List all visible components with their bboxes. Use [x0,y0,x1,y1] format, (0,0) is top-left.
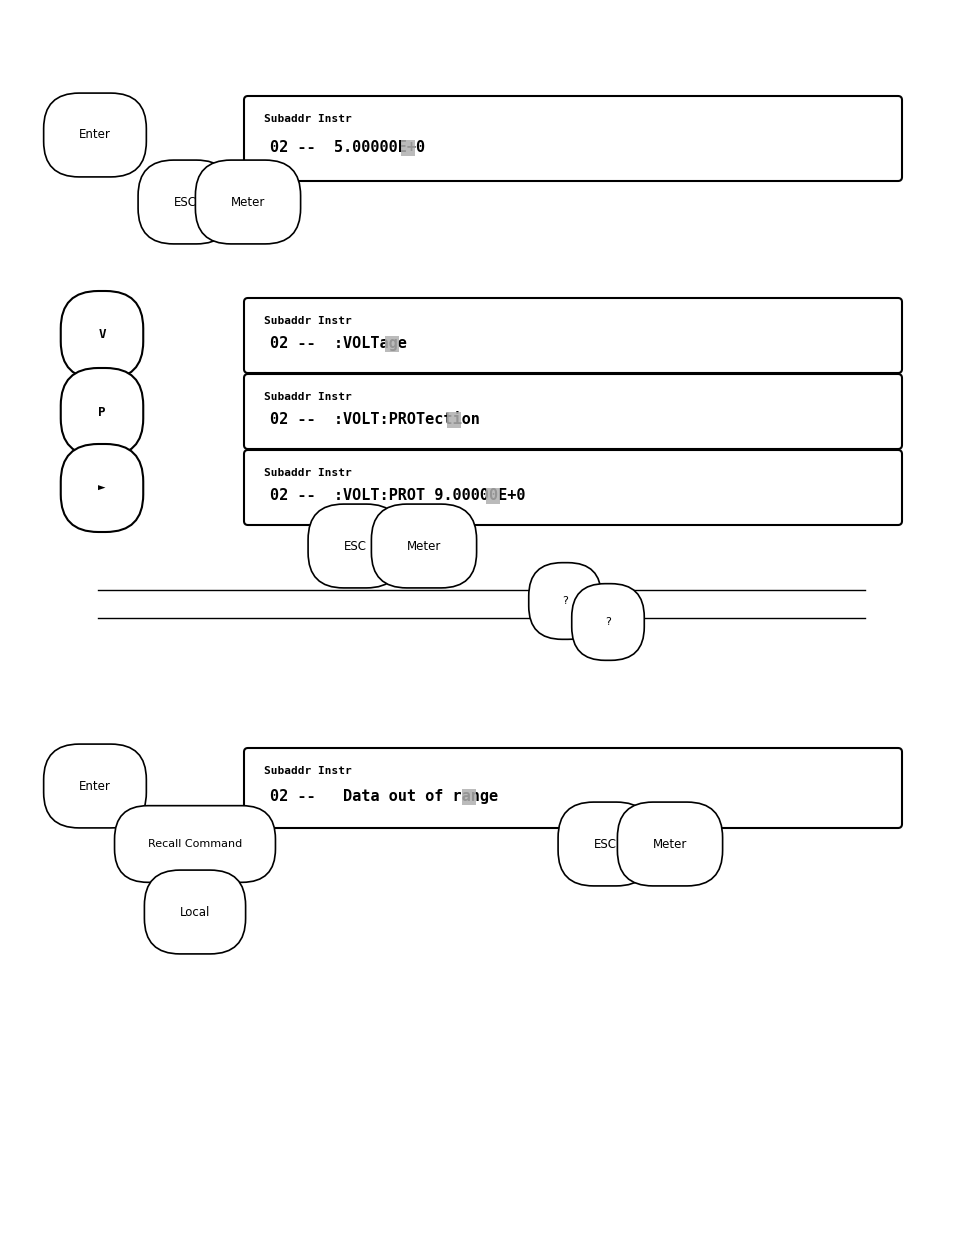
Text: Local: Local [179,905,210,919]
Bar [485,488,499,504]
Text: Subaddr Instr: Subaddr Instr [264,766,352,776]
Text: Subaddr Instr: Subaddr Instr [264,316,352,326]
FancyBboxPatch shape [244,450,901,525]
Text: Enter: Enter [79,128,111,142]
Bar [400,140,415,156]
Text: ESC: ESC [593,837,616,851]
FancyBboxPatch shape [244,298,901,373]
Text: ?: ? [561,597,567,606]
Text: Subaddr Instr: Subaddr Instr [264,114,352,124]
Text: ?: ? [604,618,610,627]
Text: ESC: ESC [343,540,366,552]
Text: 02 --  5.00000E+0: 02 -- 5.00000E+0 [270,141,425,156]
Text: 02 --  :VOLTage: 02 -- :VOLTage [270,336,406,351]
Text: Recall Command: Recall Command [148,839,242,848]
Text: Subaddr Instr: Subaddr Instr [264,468,352,478]
Bar [447,411,460,427]
FancyBboxPatch shape [244,96,901,182]
FancyBboxPatch shape [244,374,901,450]
Text: ESC: ESC [173,195,196,209]
Text: ►: ► [98,482,106,494]
Bar [385,336,399,352]
Text: 02 --  :VOLT:PROTection: 02 -- :VOLT:PROTection [270,412,479,427]
Text: 02 --   Data out of range: 02 -- Data out of range [270,789,497,804]
FancyBboxPatch shape [244,748,901,827]
Text: Enter: Enter [79,779,111,793]
Text: Meter: Meter [231,195,265,209]
Text: Meter: Meter [652,837,686,851]
Text: Subaddr Instr: Subaddr Instr [264,391,352,403]
Text: P: P [98,405,106,419]
Text: 02 --  :VOLT:PROT 9.00000E+0: 02 -- :VOLT:PROT 9.00000E+0 [270,488,525,503]
Text: Meter: Meter [406,540,440,552]
Text: V: V [98,329,106,342]
Bar [462,789,476,805]
